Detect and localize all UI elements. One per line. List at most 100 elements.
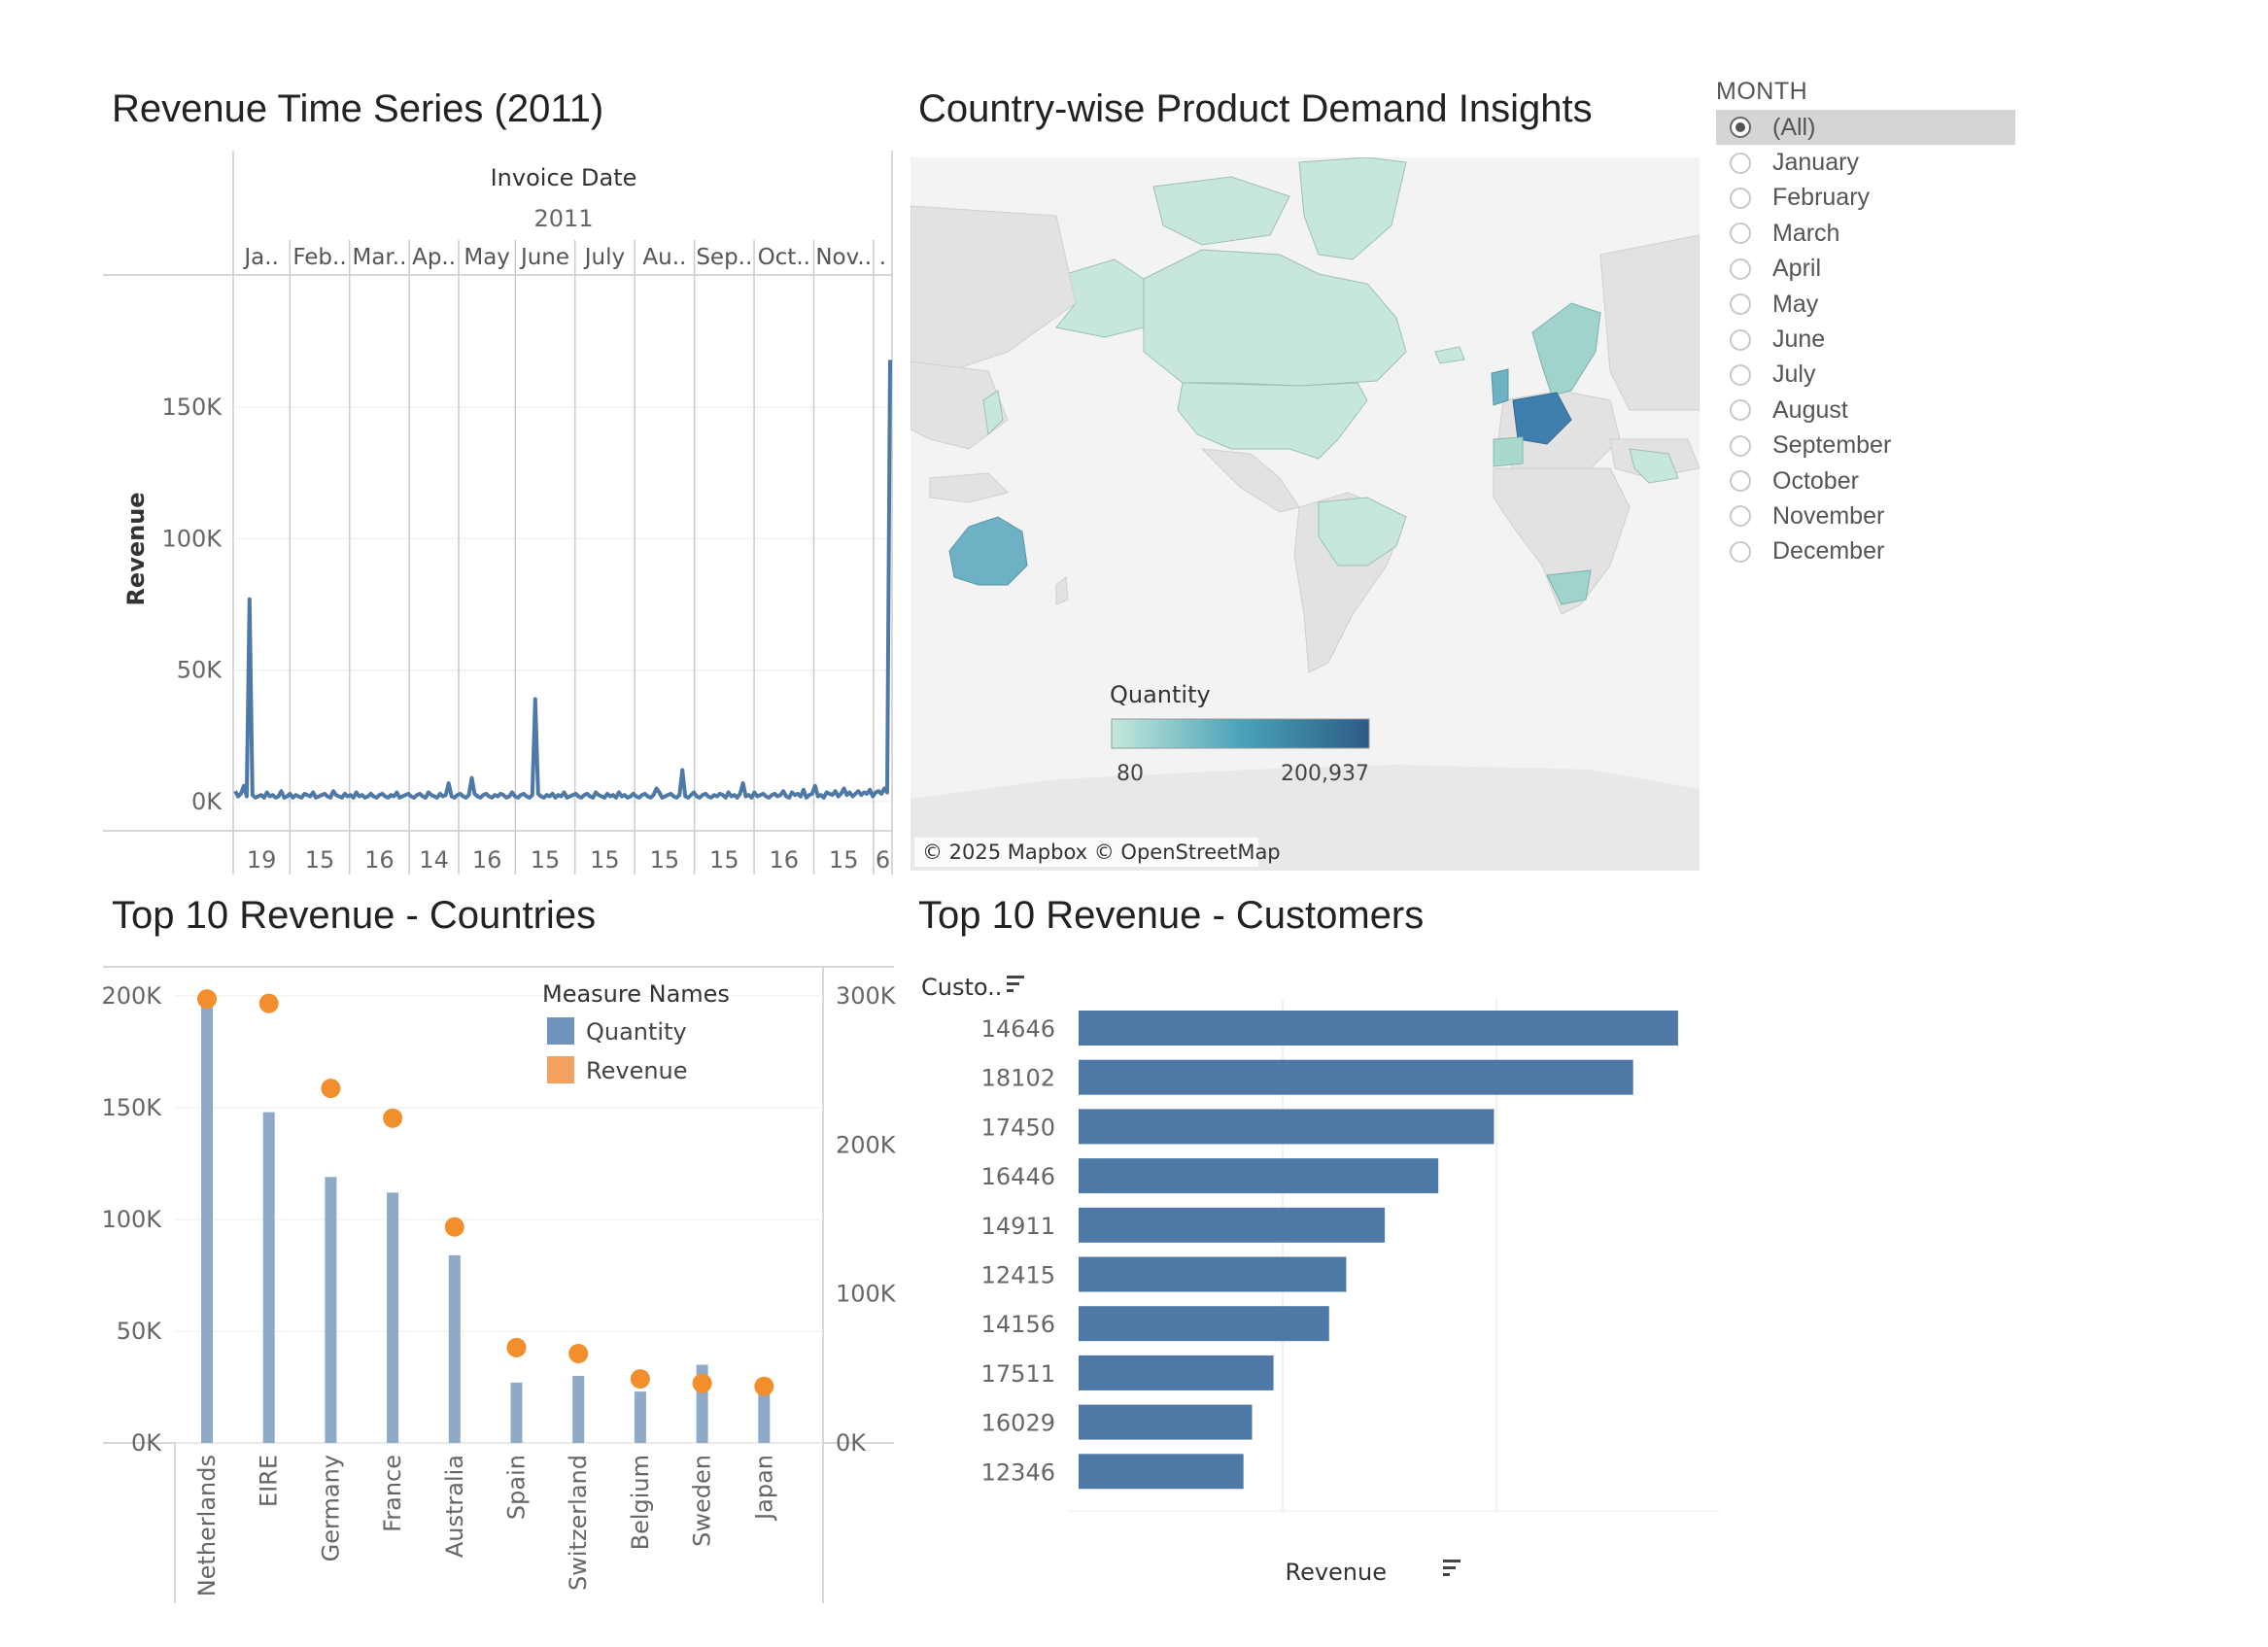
month-option-label: February	[1772, 184, 1871, 212]
y-axis-label: Revenue	[122, 492, 150, 605]
invoice-date-header: Invoice Date	[491, 164, 637, 191]
quantity-bar[interactable]	[262, 1112, 275, 1443]
revenue-dot[interactable]	[630, 1369, 650, 1390]
month-option[interactable]: February	[1716, 181, 2027, 216]
radio-button-icon[interactable]	[1730, 470, 1751, 493]
radio-button-icon[interactable]	[1730, 223, 1751, 245]
radio-button-icon[interactable]	[1730, 152, 1751, 174]
x-axis-sort-icon[interactable]	[1443, 1560, 1460, 1576]
world-map[interactable]: Quantity 80 200,937 © 2025 Mapbox © Open…	[911, 157, 1700, 871]
customer-bar[interactable]	[1079, 1355, 1274, 1390]
top-customers-chart[interactable]: Custo.. Revenue 14646 18102 17450 16446 1491…	[913, 962, 1720, 1594]
customer-id-label: 16446	[981, 1163, 1055, 1190]
customer-bar[interactable]	[1079, 1306, 1329, 1342]
month-filter: MONTH (All) January February March April May J…	[1716, 78, 2027, 569]
country-tick-label: Germany	[317, 1455, 344, 1561]
quantity-bar[interactable]	[448, 1254, 461, 1443]
customer-bar[interactable]	[1079, 1454, 1244, 1490]
revenue-dot[interactable]	[568, 1344, 589, 1363]
legend-label-revenue: Revenue	[586, 1057, 688, 1084]
row-header-sort-icon[interactable]	[1007, 976, 1024, 992]
month-option-label: June	[1772, 326, 1826, 354]
revenue-dot[interactable]	[506, 1337, 527, 1357]
quantity-bar[interactable]	[387, 1192, 399, 1443]
uk-shape	[1491, 368, 1509, 406]
y-right-tick-label: 100K	[836, 1281, 897, 1308]
customer-bar[interactable]	[1079, 1011, 1678, 1046]
customer-row-header: Custo..	[921, 974, 1002, 1001]
month-option[interactable]: November	[1716, 498, 2027, 533]
customer-bar[interactable]	[1079, 1158, 1439, 1194]
radio-button-icon[interactable]	[1730, 363, 1751, 386]
month-header-label: Au..	[642, 245, 686, 270]
month-option[interactable]: December	[1716, 534, 2027, 569]
quantity-bar[interactable]	[634, 1391, 646, 1443]
month-option[interactable]: July	[1716, 358, 2027, 393]
australia-shape	[948, 516, 1028, 586]
top-countries-chart[interactable]: 0K 50K 100K 150K 200K 0K 100K 200K 300K Measure …	[97, 957, 904, 1603]
revenue-time-series-chart[interactable]: 0K 50K 100K 150K Ja.. 19 Feb.. 15 Mar.. 16 Ap.. 14 M…	[97, 151, 904, 879]
radio-button-icon[interactable]	[1730, 328, 1751, 351]
map-attribution-bg	[914, 838, 1258, 867]
day-tick-label: 6	[876, 846, 890, 874]
customer-id-label: 18102	[981, 1065, 1055, 1092]
radio-button-icon[interactable]	[1730, 257, 1751, 280]
month-option[interactable]: October	[1716, 463, 2027, 498]
radio-button-icon[interactable]	[1730, 434, 1751, 457]
radio-button-icon[interactable]	[1730, 117, 1751, 139]
radio-button-icon[interactable]	[1730, 540, 1751, 563]
month-option[interactable]: May	[1716, 287, 2027, 322]
month-option[interactable]: April	[1716, 252, 2027, 287]
customer-bar[interactable]	[1079, 1207, 1386, 1243]
month-option[interactable]: March	[1716, 216, 2027, 251]
month-option-label: July	[1772, 360, 1816, 389]
country-tick-label: Belgium	[627, 1455, 654, 1550]
month-option[interactable]: September	[1716, 429, 2027, 463]
radio-button-icon[interactable]	[1730, 187, 1751, 209]
day-tick-label: 15	[650, 846, 680, 874]
radio-button-icon[interactable]	[1730, 505, 1751, 528]
country-tick-label: EIRE	[256, 1455, 283, 1507]
day-tick-label: 15	[531, 846, 561, 874]
revenue-dot[interactable]	[754, 1376, 774, 1396]
customer-bar[interactable]	[1079, 1404, 1253, 1440]
revenue-dot[interactable]	[692, 1373, 712, 1393]
day-tick-label: 19	[247, 846, 277, 874]
quantity-bar[interactable]	[510, 1382, 523, 1443]
quantity-bar[interactable]	[201, 996, 213, 1443]
month-header-label: .	[879, 245, 886, 270]
quantity-bar[interactable]	[572, 1376, 585, 1443]
brazil-shape	[1318, 497, 1407, 566]
russia-shape	[1599, 234, 1700, 411]
month-header-label: May	[464, 245, 510, 270]
year-header: 2011	[533, 205, 593, 232]
revenue-line[interactable]	[233, 360, 892, 800]
revenue-dot[interactable]	[197, 989, 217, 1010]
quantity-bar[interactable]	[325, 1177, 337, 1443]
y-left-tick-label: 50K	[117, 1318, 163, 1345]
day-tick-label: 16	[472, 846, 502, 874]
map-attribution[interactable]: © 2025 Mapbox © OpenStreetMap	[922, 841, 1281, 864]
country-tick-label: Switzerland	[565, 1455, 592, 1591]
y-left-tick-label: 100K	[101, 1206, 162, 1233]
month-option[interactable]: August	[1716, 393, 2027, 428]
customer-bar[interactable]	[1079, 1059, 1633, 1095]
month-option[interactable]: (All)	[1716, 110, 2015, 146]
radio-button-icon[interactable]	[1730, 293, 1751, 316]
month-option[interactable]: January	[1716, 145, 2027, 180]
revenue-dot[interactable]	[383, 1108, 403, 1128]
month-option-label: November	[1772, 501, 1885, 530]
revenue-dot[interactable]	[258, 993, 279, 1013]
customer-id-label: 17511	[981, 1360, 1055, 1388]
customer-bar[interactable]	[1079, 1109, 1495, 1145]
radio-button-icon[interactable]	[1730, 399, 1751, 422]
usa-shape	[1177, 382, 1368, 460]
revenue-dot[interactable]	[444, 1217, 464, 1237]
customer-bar[interactable]	[1079, 1256, 1347, 1292]
legend-swatch-revenue	[547, 1056, 574, 1083]
revenue-dot[interactable]	[321, 1079, 341, 1099]
month-header-label: July	[583, 245, 625, 270]
month-option[interactable]: June	[1716, 322, 2027, 357]
month-filter-options: (All) January February March April May June Jul…	[1716, 110, 2027, 569]
quantity-bar[interactable]	[758, 1385, 771, 1443]
